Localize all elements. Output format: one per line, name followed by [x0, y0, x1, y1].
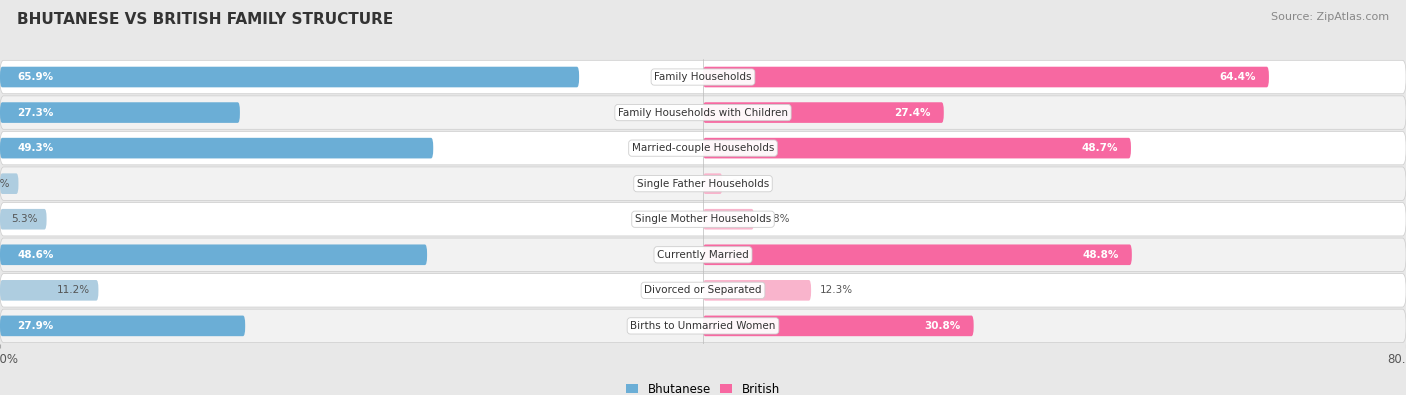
Text: 5.3%: 5.3% [11, 214, 38, 224]
FancyBboxPatch shape [0, 173, 18, 194]
Text: 64.4%: 64.4% [1219, 72, 1256, 82]
Legend: Bhutanese, British: Bhutanese, British [621, 378, 785, 395]
Text: 2.1%: 2.1% [0, 179, 10, 189]
Text: BHUTANESE VS BRITISH FAMILY STRUCTURE: BHUTANESE VS BRITISH FAMILY STRUCTURE [17, 12, 394, 27]
FancyBboxPatch shape [0, 316, 245, 336]
Text: Currently Married: Currently Married [657, 250, 749, 260]
FancyBboxPatch shape [703, 245, 1132, 265]
Text: Divorced or Separated: Divorced or Separated [644, 285, 762, 295]
FancyBboxPatch shape [0, 102, 240, 123]
Text: 30.8%: 30.8% [924, 321, 960, 331]
Text: Single Father Households: Single Father Households [637, 179, 769, 189]
FancyBboxPatch shape [0, 309, 1406, 342]
Text: 48.8%: 48.8% [1083, 250, 1119, 260]
FancyBboxPatch shape [0, 238, 1406, 271]
FancyBboxPatch shape [703, 209, 754, 229]
FancyBboxPatch shape [703, 280, 811, 301]
FancyBboxPatch shape [703, 138, 1130, 158]
FancyBboxPatch shape [703, 316, 973, 336]
Text: Source: ZipAtlas.com: Source: ZipAtlas.com [1271, 12, 1389, 22]
Text: 48.7%: 48.7% [1081, 143, 1118, 153]
Text: 27.4%: 27.4% [894, 107, 931, 118]
FancyBboxPatch shape [0, 203, 1406, 236]
FancyBboxPatch shape [0, 138, 433, 158]
Text: Births to Unmarried Women: Births to Unmarried Women [630, 321, 776, 331]
Text: 49.3%: 49.3% [17, 143, 53, 153]
Text: 2.2%: 2.2% [731, 179, 758, 189]
FancyBboxPatch shape [0, 274, 1406, 307]
FancyBboxPatch shape [0, 209, 46, 229]
Text: 65.9%: 65.9% [17, 72, 53, 82]
FancyBboxPatch shape [703, 67, 1268, 87]
FancyBboxPatch shape [0, 280, 98, 301]
Text: 27.3%: 27.3% [17, 107, 53, 118]
Text: 48.6%: 48.6% [17, 250, 53, 260]
Text: 27.9%: 27.9% [17, 321, 53, 331]
Text: 11.2%: 11.2% [56, 285, 90, 295]
FancyBboxPatch shape [0, 245, 427, 265]
FancyBboxPatch shape [703, 102, 943, 123]
Text: Single Mother Households: Single Mother Households [636, 214, 770, 224]
FancyBboxPatch shape [0, 167, 1406, 200]
FancyBboxPatch shape [0, 60, 1406, 94]
Text: Family Households: Family Households [654, 72, 752, 82]
Text: Family Households with Children: Family Households with Children [619, 107, 787, 118]
Text: Married-couple Households: Married-couple Households [631, 143, 775, 153]
Text: 5.8%: 5.8% [762, 214, 789, 224]
FancyBboxPatch shape [0, 132, 1406, 165]
FancyBboxPatch shape [0, 67, 579, 87]
FancyBboxPatch shape [703, 173, 723, 194]
FancyBboxPatch shape [0, 96, 1406, 129]
Text: 12.3%: 12.3% [820, 285, 853, 295]
